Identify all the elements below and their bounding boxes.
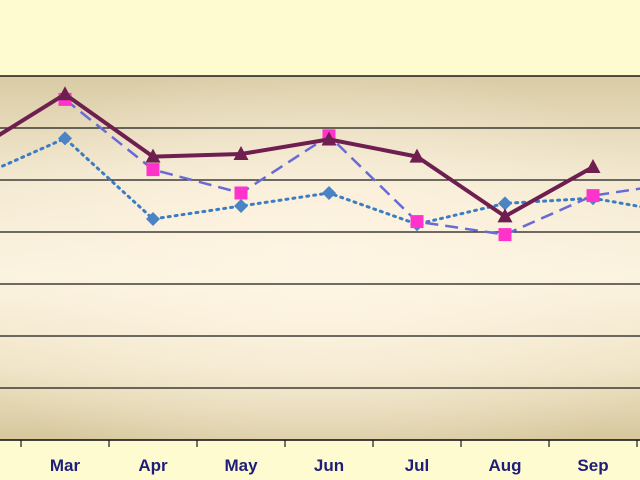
- square-marker: [146, 163, 160, 177]
- diamond-marker: [146, 212, 160, 226]
- triangle-marker: [409, 148, 425, 163]
- x-tick-labels: Mar Apr May Jun Jul Aug Sep: [50, 456, 609, 475]
- square-marker: [410, 215, 424, 229]
- triangle-marker: [585, 159, 601, 173]
- series-dotted: [0, 131, 640, 232]
- diamond-marker: [498, 196, 512, 211]
- series-line-solid: [0, 92, 594, 219]
- x-tick-label: May: [224, 456, 258, 475]
- square-marker: [586, 189, 600, 203]
- triangle-marker: [321, 131, 337, 146]
- x-axis: [0, 439, 640, 447]
- x-tick-label: Aug: [488, 456, 521, 475]
- x-tick-label: Jul: [405, 456, 430, 475]
- gridlines: [0, 75, 640, 441]
- series-group: [0, 86, 640, 242]
- x-tick-label: Apr: [138, 456, 168, 475]
- triangle-marker: [57, 86, 73, 101]
- diamond-marker: [234, 199, 248, 213]
- diamond-marker: [322, 186, 336, 200]
- series-line-dashed: [64, 98, 640, 236]
- triangle-marker: [145, 148, 161, 163]
- diamond-marker: [58, 131, 72, 146]
- square-marker: [234, 186, 248, 200]
- plot-area-glow: [0, 76, 640, 440]
- x-tick-label: Sep: [577, 456, 608, 475]
- series-solid: [0, 86, 601, 223]
- triangle-marker: [497, 208, 513, 223]
- square-marker: [498, 228, 512, 242]
- x-tick-label: Jun: [314, 456, 344, 475]
- series-dashed: [58, 92, 640, 242]
- x-tick-label: Mar: [50, 456, 81, 475]
- triangle-marker: [233, 146, 249, 160]
